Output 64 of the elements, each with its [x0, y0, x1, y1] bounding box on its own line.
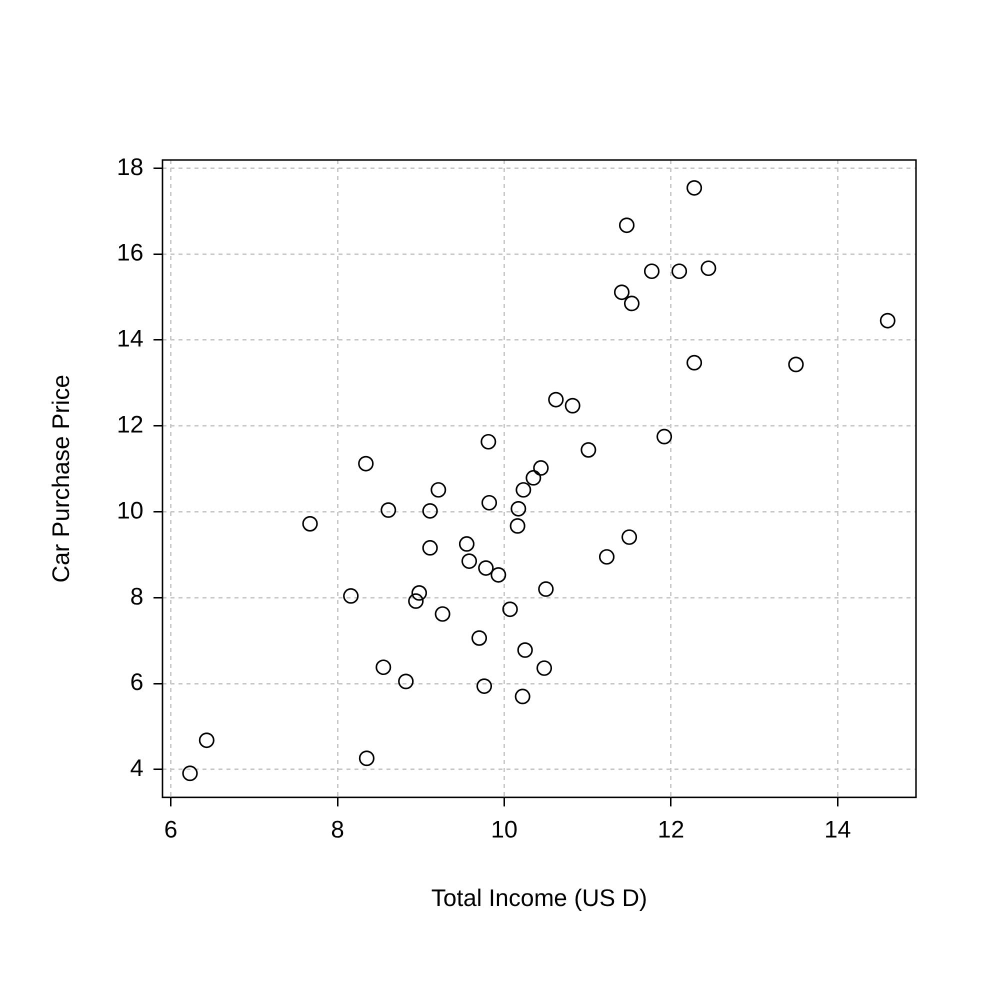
point [686, 180, 702, 196]
point [490, 567, 506, 583]
x-tick-label: 14 [824, 816, 851, 844]
point [510, 518, 526, 534]
point [526, 470, 542, 486]
point [514, 688, 530, 704]
point [671, 263, 688, 280]
point [408, 593, 424, 609]
point [182, 766, 198, 782]
point [398, 674, 414, 690]
point [458, 536, 475, 552]
point [434, 606, 450, 622]
point [422, 503, 438, 519]
y-tick-label: 12 [116, 411, 144, 438]
point [516, 482, 532, 498]
point [380, 502, 396, 518]
point [686, 354, 702, 371]
point [198, 732, 214, 748]
point [536, 660, 552, 676]
point [430, 482, 446, 498]
x-axis-title: Total Income (US D) [431, 885, 648, 912]
point [621, 529, 638, 545]
point [548, 392, 564, 408]
y-tick-label: 18 [116, 154, 144, 181]
point [476, 678, 492, 694]
x-tick-label: 8 [330, 816, 344, 844]
point [533, 460, 549, 476]
point [478, 560, 494, 576]
point [461, 553, 478, 569]
point [471, 630, 488, 646]
x-tick-label: 12 [658, 816, 684, 844]
point [302, 516, 318, 532]
point [564, 398, 580, 414]
point [788, 356, 804, 372]
point [502, 601, 518, 618]
point [700, 260, 716, 276]
y-tick-label: 4 [130, 755, 144, 782]
y-tick-label: 14 [116, 326, 144, 353]
point [880, 312, 896, 328]
y-tick-label: 16 [116, 240, 144, 267]
point [618, 217, 635, 234]
y-tick-label: 10 [116, 497, 144, 524]
point [422, 540, 438, 556]
point [480, 434, 496, 450]
point [538, 581, 554, 597]
point [624, 296, 640, 312]
point [376, 659, 392, 676]
point [656, 428, 672, 444]
point [411, 585, 428, 601]
y-axis-title: Car Purchase Price [48, 374, 76, 583]
point [343, 588, 359, 604]
y-tick-label: 8 [130, 583, 144, 610]
point [481, 494, 498, 511]
point [614, 284, 630, 300]
y-tick-label: 6 [130, 669, 144, 696]
point [598, 549, 615, 565]
x-tick-label: 10 [490, 816, 518, 844]
point [517, 642, 533, 658]
point [510, 500, 526, 517]
point [644, 263, 660, 280]
point [358, 750, 375, 766]
point [358, 456, 374, 472]
x-tick-label: 6 [164, 816, 178, 844]
point [580, 442, 596, 458]
